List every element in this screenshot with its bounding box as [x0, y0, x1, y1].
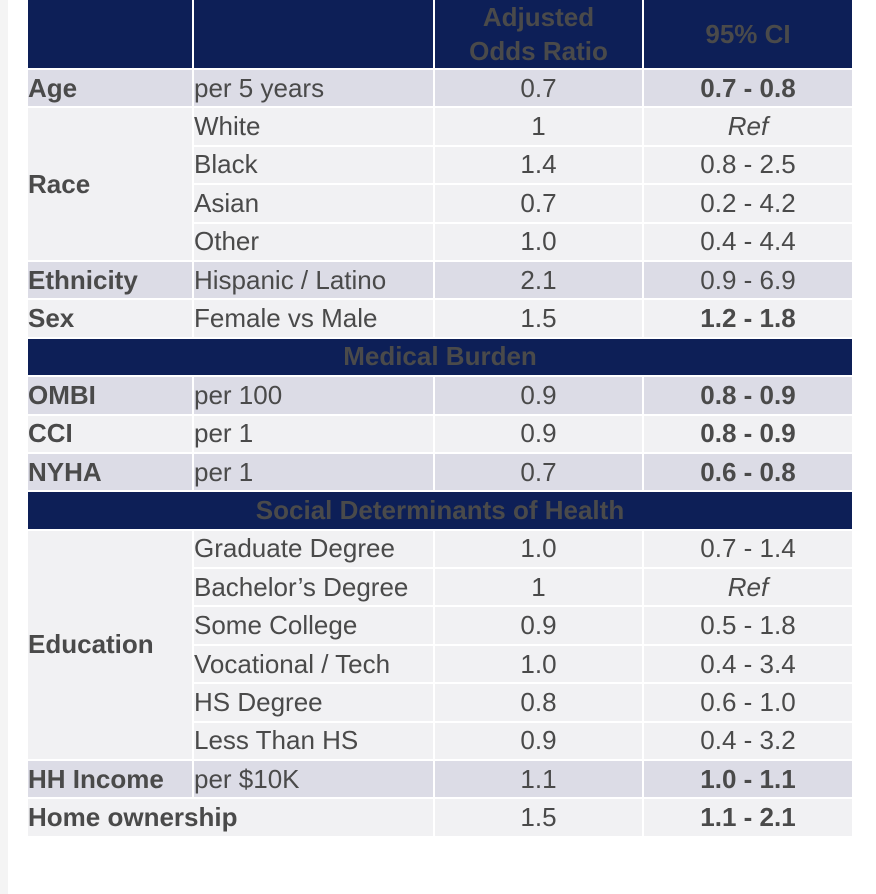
- row-ci: 0.4 - 4.4: [643, 222, 852, 262]
- table-row: Bachelor’s Degree 1 Ref: [28, 568, 852, 608]
- row-subcategory: Asian: [193, 184, 435, 224]
- section-title-medical-burden: Medical Burden: [28, 337, 852, 378]
- row-odds-ratio: 0.9: [434, 606, 644, 646]
- row-ci: 0.8 - 2.5: [643, 145, 852, 186]
- row-subcategory: Less Than HS: [193, 721, 435, 762]
- table-row: HH Income per $10K 1.1 1.0 - 1.1: [28, 760, 852, 800]
- table-row: Some College 0.9 0.5 - 1.8: [28, 606, 852, 646]
- row-subcategory: per $10K: [193, 760, 435, 800]
- row-subcategory: Vocational / Tech: [193, 644, 435, 685]
- row-ci: 0.7 - 1.4: [643, 529, 852, 570]
- header-adjusted-odds-ratio: Adjusted Odds Ratio: [434, 0, 644, 70]
- row-subcategory: per 1: [193, 452, 435, 493]
- row-category: NYHA: [28, 452, 194, 493]
- row-subcategory: Graduate Degree: [193, 529, 435, 570]
- row-ci: 0.7 - 0.8: [643, 69, 852, 109]
- row-ci: 0.9 - 6.9: [643, 260, 852, 301]
- table-row: Other 1.0 0.4 - 4.4: [28, 222, 852, 262]
- table-row: Less Than HS 0.9 0.4 - 3.2: [28, 721, 852, 762]
- row-subcategory: per 5 years: [193, 69, 435, 109]
- table-row: OMBI per 100 0.9 0.8 - 0.9: [28, 376, 852, 416]
- table-row: Sex Female vs Male 1.5 1.2 - 1.8: [28, 299, 852, 339]
- header-or-line2: Odds Ratio: [469, 36, 608, 66]
- table-row: Education Graduate Degree 1.0 0.7 - 1.4: [28, 529, 852, 762]
- row-subcategory: Hispanic / Latino: [193, 260, 435, 301]
- header-95-ci: 95% CI: [643, 0, 852, 70]
- row-ci: 1.2 - 1.8: [643, 299, 852, 339]
- table-row: Vocational / Tech 1.0 0.4 - 3.4: [28, 644, 852, 685]
- row-subcategory: Other: [193, 222, 435, 262]
- header-empty-2: [193, 0, 435, 70]
- table-row: Ethnicity Hispanic / Latino 2.1 0.9 - 6.…: [28, 260, 852, 301]
- row-subcategory: HS Degree: [193, 683, 435, 723]
- table-row: Home ownership 1.5 1.1 - 2.1: [28, 798, 852, 838]
- row-category: Ethnicity: [28, 260, 194, 301]
- table-header-row: Adjusted Odds Ratio 95% CI: [28, 0, 852, 70]
- row-subcategory: Bachelor’s Degree: [193, 568, 435, 608]
- row-subcategory: Female vs Male: [193, 299, 435, 339]
- row-odds-ratio: 1.0: [434, 529, 644, 570]
- row-subcategory: per 100: [193, 376, 435, 416]
- row-ci: 1.1 - 2.1: [643, 798, 852, 838]
- left-border-strip: [0, 0, 8, 894]
- row-category: Sex: [28, 299, 194, 339]
- row-ci: 0.4 - 3.4: [643, 644, 852, 685]
- table-row: Race White 1 Ref: [28, 107, 852, 262]
- row-ci: 0.5 - 1.8: [643, 606, 852, 646]
- row-subcategory: Black: [193, 145, 435, 186]
- row-category-race: Race: [28, 107, 194, 262]
- header-empty-1: [28, 0, 194, 70]
- row-odds-ratio: 0.7: [434, 69, 644, 109]
- row-odds-ratio: 1.4: [434, 145, 644, 186]
- row-odds-ratio: 1: [434, 107, 644, 147]
- section-header-row: Social Determinants of Health: [28, 491, 852, 531]
- row-odds-ratio: 1.1: [434, 760, 644, 800]
- row-odds-ratio: 0.7: [434, 452, 644, 493]
- row-odds-ratio: 0.7: [434, 184, 644, 224]
- table-row: Asian 0.7 0.2 - 4.2: [28, 184, 852, 224]
- row-odds-ratio: 2.1: [434, 260, 644, 301]
- row-category: CCI: [28, 414, 194, 454]
- row-odds-ratio: 1: [434, 568, 644, 608]
- row-odds-ratio: 0.8: [434, 683, 644, 723]
- row-subcategory: Some College: [193, 606, 435, 646]
- table-row: Black 1.4 0.8 - 2.5: [28, 145, 852, 186]
- row-category: Home ownership: [28, 798, 435, 838]
- row-ci: 0.8 - 0.9: [643, 414, 852, 454]
- row-ci: 1.0 - 1.1: [643, 760, 852, 800]
- row-ci: 0.6 - 1.0: [643, 683, 852, 723]
- section-header-row: Medical Burden: [28, 337, 852, 378]
- row-category: Age: [28, 69, 194, 109]
- row-subcategory: White: [193, 107, 435, 147]
- row-odds-ratio: 1.0: [434, 222, 644, 262]
- row-odds-ratio: 1.5: [434, 798, 644, 838]
- row-odds-ratio: 1.0: [434, 644, 644, 685]
- row-ci: 0.2 - 4.2: [643, 184, 852, 224]
- row-category: OMBI: [28, 376, 194, 416]
- row-odds-ratio: 1.5: [434, 299, 644, 339]
- table-row: NYHA per 1 0.7 0.6 - 0.8: [28, 452, 852, 493]
- row-ci: Ref: [643, 107, 852, 147]
- table-row: CCI per 1 0.9 0.8 - 0.9: [28, 414, 852, 454]
- row-subcategory: per 1: [193, 414, 435, 454]
- section-title-social-determinants: Social Determinants of Health: [28, 491, 852, 531]
- row-ci: 0.8 - 0.9: [643, 376, 852, 416]
- header-or-line1: Adjusted: [482, 2, 595, 32]
- row-category-education: Education: [28, 529, 194, 762]
- row-odds-ratio: 0.9: [434, 414, 644, 454]
- odds-ratio-table: Adjusted Odds Ratio 95% CI Age per 5 yea…: [28, 0, 852, 838]
- row-odds-ratio: 0.9: [434, 721, 644, 762]
- table-row: HS Degree 0.8 0.6 - 1.0: [28, 683, 852, 723]
- row-ci: Ref: [643, 568, 852, 608]
- row-ci: 0.4 - 3.2: [643, 721, 852, 762]
- table-row: Age per 5 years 0.7 0.7 - 0.8: [28, 69, 852, 109]
- row-category: HH Income: [28, 760, 194, 800]
- row-ci: 0.6 - 0.8: [643, 452, 852, 493]
- row-odds-ratio: 0.9: [434, 376, 644, 416]
